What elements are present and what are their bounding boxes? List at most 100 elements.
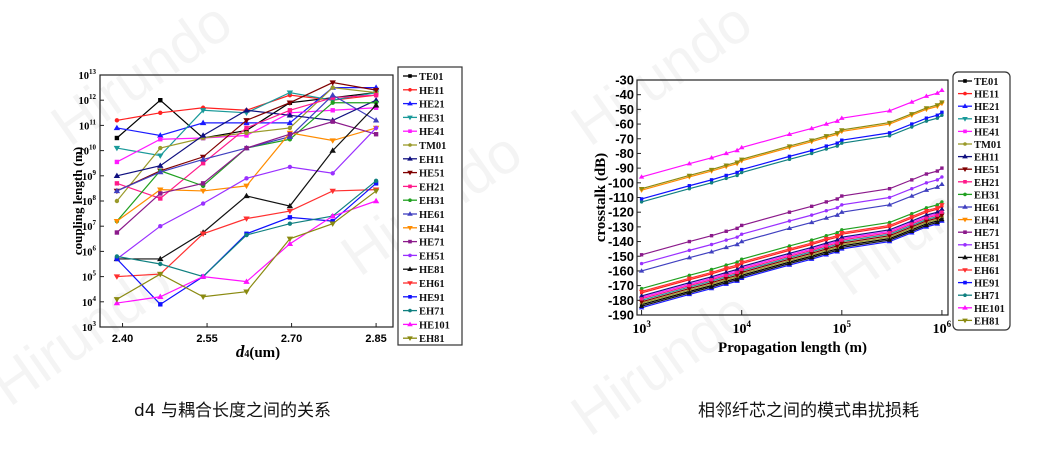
data-point (923, 106, 930, 111)
data-point (940, 166, 944, 170)
data-point (244, 176, 249, 181)
legend-item: HE61 (403, 210, 445, 221)
data-point (786, 131, 793, 137)
data-point (887, 186, 892, 191)
x-axis-label-sub: 4 (244, 349, 249, 360)
series-line (641, 101, 943, 190)
y-tick-label: -150 (608, 249, 634, 264)
data-point (734, 277, 740, 282)
data-point (839, 209, 845, 214)
data-point (962, 305, 968, 310)
data-point (287, 108, 293, 113)
legend-label: HE91 (419, 293, 445, 304)
x-axis-label: Propagation length (m) (718, 340, 867, 356)
data-point (962, 167, 968, 172)
legend-item: HE51 (958, 165, 1000, 176)
data-point (199, 273, 207, 279)
data-point (834, 247, 840, 253)
data-point (372, 197, 380, 204)
data-point (199, 188, 207, 195)
data-point (824, 147, 829, 151)
y-tick-label: 1011 (79, 118, 97, 132)
data-point (408, 143, 412, 147)
data-point (408, 88, 412, 92)
data-point (708, 249, 715, 254)
legend-item: TM01 (958, 140, 1001, 151)
data-point (734, 273, 740, 279)
data-point (686, 173, 693, 179)
data-point (158, 224, 163, 229)
data-point (686, 255, 693, 260)
data-point (407, 266, 413, 271)
data-point (243, 192, 250, 199)
data-point (372, 188, 380, 195)
x-tick-base: 10 (632, 322, 646, 337)
series-line (641, 111, 943, 200)
data-point (735, 260, 739, 264)
data-point (114, 181, 120, 186)
data-point (114, 198, 120, 204)
data-point (924, 172, 929, 176)
data-point (738, 260, 745, 265)
data-point (886, 108, 893, 113)
data-point (787, 244, 792, 248)
series-line (641, 210, 943, 298)
y-tick-label: 109 (82, 169, 97, 183)
legend-label: HE51 (974, 165, 1000, 176)
y-tick-base: 10 (79, 121, 90, 132)
data-point (734, 241, 740, 247)
data-point (787, 219, 792, 223)
data-point (158, 98, 163, 103)
data-point (886, 237, 893, 242)
data-point (910, 222, 914, 226)
legend-label: HE71 (974, 228, 1000, 239)
legend-label: HE41 (419, 127, 445, 138)
y-tick-label: 103 (82, 320, 97, 334)
data-point (962, 117, 968, 122)
data-point (200, 201, 206, 206)
data-point (330, 218, 335, 224)
data-point (886, 233, 893, 239)
legend-label: HE61 (974, 203, 1000, 214)
data-point (373, 132, 379, 137)
data-point (787, 157, 792, 162)
data-point (199, 108, 207, 114)
legend-label: HE101 (974, 304, 1005, 315)
data-point (724, 273, 728, 278)
data-point (286, 208, 294, 215)
data-point (708, 280, 715, 286)
data-point (934, 209, 941, 214)
data-point (834, 233, 840, 239)
data-point (735, 170, 739, 175)
y-tick-label: -140 (608, 234, 634, 249)
y-tick-label: 107 (82, 219, 97, 233)
data-point (329, 147, 336, 153)
data-point (839, 231, 845, 236)
legend-label: HE61 (419, 210, 445, 221)
data-point (408, 295, 412, 299)
caption-left: d4 与耦合长度之间的关系 (134, 401, 332, 421)
data-point (639, 297, 644, 301)
data-point (686, 286, 693, 292)
y-tick-base: 10 (82, 323, 93, 334)
data-point (330, 108, 335, 113)
data-point (723, 150, 729, 156)
data-point (734, 263, 740, 268)
data-point (407, 211, 413, 216)
legend-label: TE01 (974, 77, 999, 88)
data-point (786, 257, 793, 262)
data-point (809, 204, 814, 209)
data-point (738, 270, 745, 276)
legend-item: EH31 (958, 190, 1000, 201)
data-point (962, 268, 968, 273)
data-point (935, 213, 940, 217)
data-point (330, 171, 335, 176)
legend-item: HE31 (958, 115, 1000, 126)
y-tick-label: -100 (608, 175, 634, 190)
y-tick-label: 1010 (79, 144, 97, 158)
data-point (824, 233, 829, 238)
data-point (834, 212, 840, 217)
legend-item: EH71 (403, 307, 445, 318)
data-point (840, 228, 844, 232)
data-point (158, 191, 163, 196)
